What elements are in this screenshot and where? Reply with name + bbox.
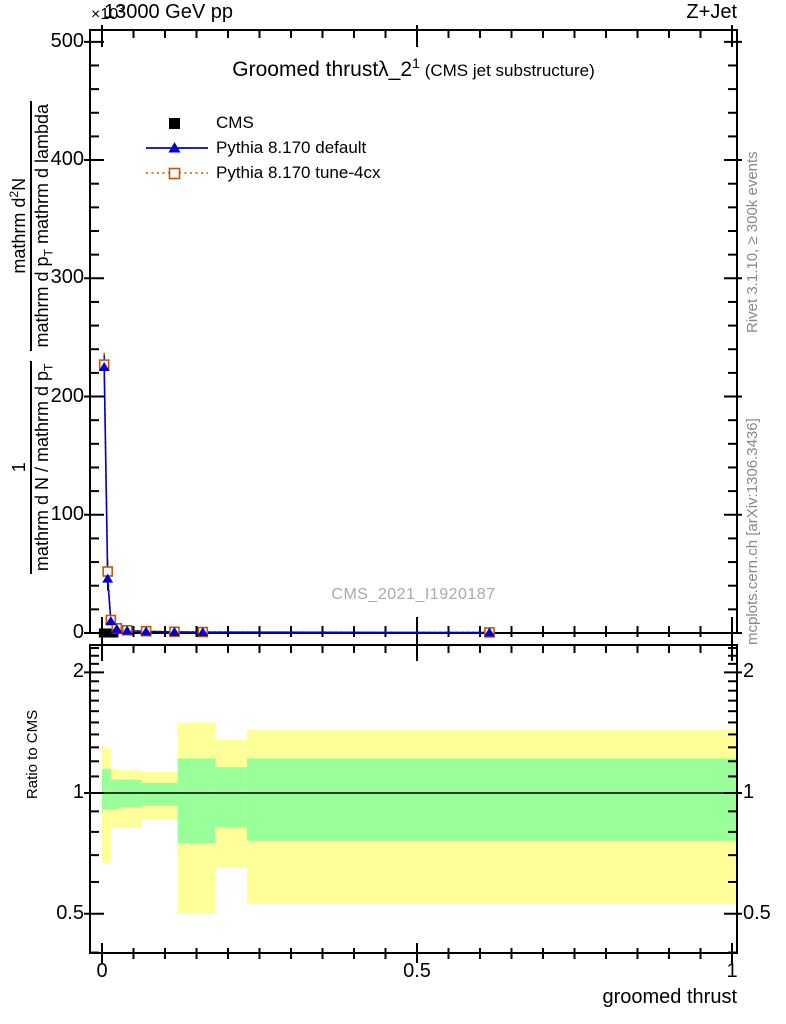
main-y-tick-label: 300 — [50, 266, 84, 289]
ratio-band-green — [177, 758, 216, 844]
main-y-axis-label: 1 mathrm d N / mathrm d pT mathrm d2N ma… — [2, 32, 60, 643]
default-triangle-marker — [168, 626, 180, 636]
ratio-y-tick-label-left: 0.5 — [56, 901, 84, 924]
plot-title: Groomed thrustλ_21 (CMS jet substructure… — [232, 56, 595, 81]
legend-label: Pythia 8.170 tune-4cx — [216, 162, 381, 182]
default-triangle-marker — [98, 361, 110, 371]
rivet-version-note: Rivet 3.1.10, ≥ 300k events — [744, 151, 761, 333]
ratio-band-green — [102, 768, 111, 810]
x-tick-label: 1 — [726, 960, 738, 982]
legend-item-cms: CMS — [146, 110, 380, 135]
legend-label: CMS — [216, 112, 254, 132]
ratio-y-tick-label-left: 2 — [72, 660, 84, 683]
beam-energy-title: 13000 GeV pp — [104, 1, 233, 23]
x-tick-label: 0.5 — [403, 960, 431, 982]
legend-item-pythia-tune4cx: Pythia 8.170 tune-4cx — [146, 160, 380, 185]
main-y-tick-label: 500 — [50, 29, 84, 52]
ratio-y-axis-label: Ratio to CMS — [24, 709, 41, 800]
main-y-tick-label: 0 — [72, 621, 84, 643]
x-axis-label: groomed thrust — [602, 986, 737, 1008]
ratio-band-green — [215, 767, 247, 828]
fraction-numerator: mathrm d2N — [7, 177, 30, 274]
cms-black-square-icon — [169, 117, 180, 129]
ratio-band-green — [141, 782, 178, 806]
y-axis-multiplier: ×103 — [91, 3, 125, 23]
ratio-y-tick-label-right: 1 — [743, 781, 755, 804]
cms-data-marker — [98, 628, 119, 638]
default-triangle-marker — [111, 623, 123, 633]
default-triangle-marker — [483, 627, 495, 637]
ratio-band-green — [110, 779, 120, 810]
x-tick-label: 0 — [96, 960, 108, 982]
default-triangle-marker — [140, 626, 152, 636]
process-title: Z+Jet — [686, 1, 737, 23]
orange-dotted-open-square-icon — [146, 167, 208, 179]
blue-line-triangle-icon — [146, 141, 208, 152]
default-triangle-marker — [197, 627, 209, 637]
legend: CMS Pythia 8.170 default Pythia 8.170 tune… — [146, 110, 380, 185]
ratio-y-tick-label-right: 0.5 — [743, 901, 771, 924]
fraction-denominator: mathrm d pT mathrm d lambda — [30, 100, 56, 351]
main-y-tick-label: 400 — [50, 148, 84, 171]
analysis-watermark: CMS_2021_I1920187 — [331, 586, 496, 603]
legend-item-pythia-default: Pythia 8.170 default — [146, 135, 380, 160]
ratio-y-tick-label-left: 1 — [72, 781, 84, 804]
legend-label: Pythia 8.170 default — [216, 137, 367, 157]
mcplots-note: mcplots.cern.ch [arXiv:1306.3436] — [744, 418, 761, 645]
y-label-fraction-2: mathrm d2N mathrm d pT mathrm d lambda — [7, 100, 56, 351]
default-triangle-marker — [102, 573, 114, 583]
default-triangle-marker — [105, 616, 117, 626]
main-y-tick-label: 100 — [50, 502, 84, 525]
main-y-tick-label: 200 — [50, 384, 84, 407]
ratio-y-tick-label-right: 2 — [743, 660, 755, 683]
default-triangle-marker — [121, 625, 133, 635]
fraction-numerator: 1 — [9, 462, 30, 473]
ratio-panel-frame — [89, 644, 738, 954]
ratio-band-green — [246, 758, 738, 841]
